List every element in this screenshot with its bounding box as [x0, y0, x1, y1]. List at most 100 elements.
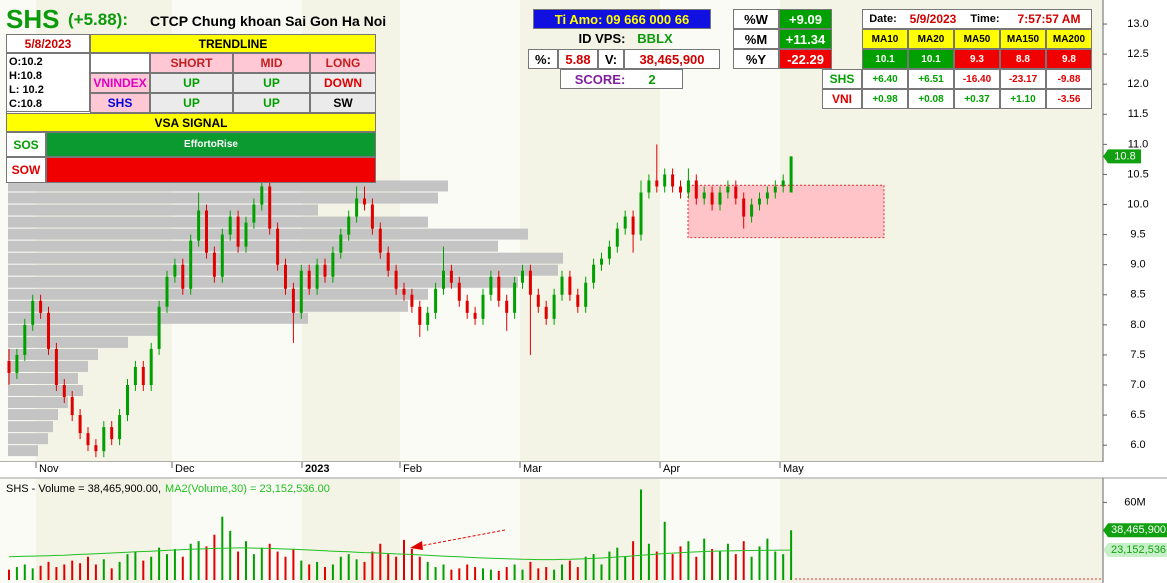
- volume-ma-line: [8, 547, 792, 561]
- volume-bar: [268, 543, 271, 580]
- ma-value: 8.8: [1000, 49, 1046, 69]
- volume-bar: [584, 556, 587, 580]
- volume-bar: [292, 548, 295, 580]
- volume-bar: [252, 554, 255, 580]
- signal-value: EffortoRise: [46, 132, 376, 157]
- candle-body: [663, 174, 667, 187]
- candle-body: [355, 198, 359, 217]
- volume-profile-bar: [8, 240, 498, 252]
- candle-body: [15, 354, 19, 373]
- volume-bar: [102, 559, 105, 580]
- pct-value: 5.88: [558, 49, 598, 69]
- candle-body: [449, 270, 453, 283]
- volume-bar: [766, 538, 769, 580]
- volume-bar: [339, 556, 342, 580]
- y-tick-label: 11.0: [1128, 138, 1149, 150]
- candle-body: [584, 282, 588, 307]
- volume-bar: [284, 556, 287, 580]
- volume-bar: [561, 564, 563, 580]
- volume-bar: [545, 567, 548, 580]
- price-tag: [1103, 149, 1141, 164]
- volume-bar: [568, 560, 571, 580]
- candle-body: [481, 294, 485, 319]
- volume-bar: [687, 541, 690, 580]
- volume-bar: [94, 564, 97, 580]
- price-tag-label: 10.8: [1114, 150, 1135, 162]
- candle-body: [197, 210, 201, 241]
- trend-column: LONG: [310, 53, 376, 73]
- x-tick-label: Mar: [523, 463, 542, 475]
- volume-bar: [537, 568, 540, 580]
- volume-bar: [719, 551, 721, 580]
- y-tick-label: 7.5: [1130, 349, 1145, 361]
- y-tick-label: 6.0: [1130, 439, 1145, 451]
- volume-tag-label: 38,465,900: [1111, 524, 1166, 536]
- candle-body: [521, 270, 524, 283]
- volume-profile-bar: [8, 216, 428, 228]
- candle-body: [244, 222, 248, 247]
- ma-row-value: +0.98: [862, 89, 908, 109]
- candle-body: [284, 264, 287, 289]
- arrow: [419, 529, 506, 547]
- volume-bar: [458, 568, 461, 580]
- trend-cell: DOWN: [310, 73, 376, 93]
- volume-profile-bar: [8, 252, 563, 264]
- candle-body: [647, 180, 651, 193]
- ma-column: MA50: [954, 29, 1000, 49]
- volume-bar: [63, 564, 66, 580]
- volume-bar: [189, 543, 192, 580]
- candle-body: [94, 445, 98, 452]
- volume-bar: [47, 561, 50, 580]
- volume-bar: [616, 547, 619, 580]
- candle-body: [615, 228, 619, 247]
- ma-header-row: [862, 9, 1092, 29]
- trend-cell: UP: [150, 93, 233, 113]
- volume-bar: [695, 556, 698, 580]
- volume-bar: [8, 569, 10, 580]
- candle-body: [781, 180, 785, 187]
- candle-body: [141, 366, 145, 385]
- candle-body: [7, 360, 11, 373]
- volume-bar: [553, 569, 556, 580]
- volume-bar: [608, 551, 611, 580]
- ma-row-value: -3.56: [1046, 89, 1092, 109]
- candle-body: [102, 427, 106, 452]
- volume-profile-bar: [8, 336, 128, 348]
- trend-column: SHORT: [150, 53, 233, 73]
- volume-profile-bar: [8, 288, 428, 300]
- candle-body: [402, 288, 406, 295]
- candle-body: [31, 300, 35, 325]
- candle-body: [552, 294, 556, 319]
- volume-profile-bar: [8, 264, 558, 276]
- candle-body: [363, 198, 366, 205]
- ma-row-value: +0.08: [908, 89, 954, 109]
- candle-body: [679, 186, 682, 193]
- volume-bar: [466, 564, 469, 580]
- volume-profile-bar: [8, 397, 68, 409]
- volume-bar: [181, 556, 184, 580]
- candle-body: [765, 192, 769, 199]
- candle-body: [228, 216, 232, 235]
- volume-title: SHS - Volume = 38,465,900.00, MA2(Volume,…: [6, 483, 330, 495]
- vol-value: 38,465,900: [624, 49, 720, 69]
- date-value: 5/9/2023: [909, 12, 957, 26]
- candle-body: [434, 288, 438, 313]
- candle-body: [205, 210, 208, 253]
- volume-bar: [395, 556, 398, 580]
- volume-bar: [150, 556, 153, 580]
- x-tick-label: Apr: [663, 463, 680, 475]
- volume-bar: [55, 567, 58, 580]
- ohlc-text: C:10.8: [9, 98, 43, 110]
- ma-row-value: +6.51: [908, 69, 954, 89]
- month-band: [780, 479, 1103, 583]
- volume-bar: [118, 561, 121, 580]
- volume-bar: [742, 541, 745, 580]
- ma-row-label: VNI: [822, 89, 862, 109]
- volume-bar: [363, 561, 366, 580]
- volume-bar: [316, 561, 319, 580]
- empty-cell: [90, 53, 150, 73]
- volume-bar: [750, 556, 753, 580]
- ma-value: 10.1: [908, 49, 954, 69]
- candle-body: [418, 306, 422, 325]
- volume-bar: [450, 569, 453, 580]
